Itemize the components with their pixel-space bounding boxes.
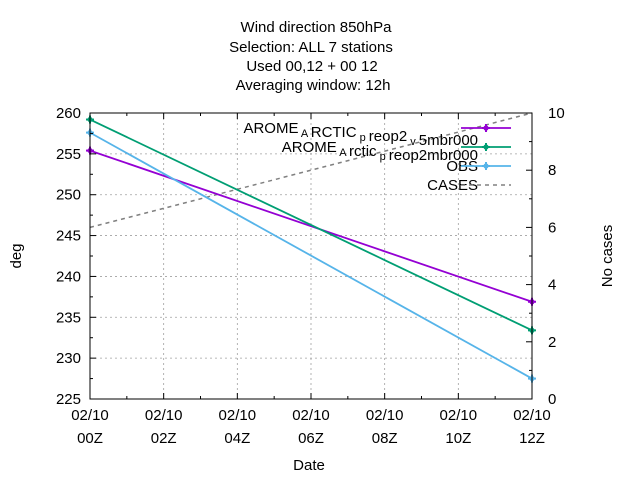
series-line-obs xyxy=(89,131,533,380)
y-tick-label: 230 xyxy=(56,350,81,367)
y2-tick-label: 4 xyxy=(548,277,556,294)
title-line-1: Wind direction 850hPa xyxy=(241,19,393,36)
x-tick-label-hour: 12Z xyxy=(519,430,545,447)
grid xyxy=(90,113,532,399)
x-tick-label-hour: 10Z xyxy=(445,430,471,447)
axis-ticks xyxy=(89,112,533,400)
x-tick-label-hour: 06Z xyxy=(298,430,324,447)
x-tick-label-hour: 08Z xyxy=(372,430,398,447)
y-tick-label: 235 xyxy=(56,309,81,326)
y-tick-label: 245 xyxy=(56,228,81,245)
x-tick-label-date: 02/10 xyxy=(292,407,330,424)
y2-axis-label: No cases xyxy=(599,225,616,288)
x-tick-label-date: 02/10 xyxy=(440,407,478,424)
y-tick-label: 255 xyxy=(56,146,81,163)
x-tick-label-date: 02/10 xyxy=(366,407,404,424)
y-tick-labels: 225 230 235 240 245 250 255 260 xyxy=(56,105,81,408)
series-line-arome-arctic-preop2-v5mbr000 xyxy=(89,149,533,303)
title-line-2: Selection: ALL 7 stations xyxy=(229,39,393,56)
y-tick-label: 240 xyxy=(56,268,81,285)
legend-label-arome-arctic-preop2mbr000: AROME A rctic p reop2mbr000 xyxy=(282,139,478,164)
y-axis-label: deg xyxy=(8,243,25,268)
x-tick-label-hour: 02Z xyxy=(151,430,177,447)
legend-label-arome-arctic-preop2-v5mbr000: AROME A RCTIC p reop2 v 5mbr000 xyxy=(243,120,478,149)
x-tick-labels: 02/10 00Z 02/10 02Z 02/10 04Z 02/10 06Z 02/10 08Z… xyxy=(71,407,551,447)
legend-label-cases: CASES xyxy=(427,177,478,194)
chart-title: Wind direction 850hPa Selection: ALL 7 s… xyxy=(229,19,393,94)
y2-tick-label: 6 xyxy=(548,219,556,236)
title-line-3: Used 00,12 + 00 12 xyxy=(246,58,377,75)
x-tick-label-date: 02/10 xyxy=(513,407,551,424)
legend-marker-obs xyxy=(482,162,490,170)
y-tick-label: 225 xyxy=(56,391,81,408)
x-tick-label-hour: 00Z xyxy=(77,430,103,447)
y-tick-label: 250 xyxy=(56,187,81,204)
x-tick-label-date: 02/10 xyxy=(145,407,183,424)
x-tick-label-date: 02/10 xyxy=(219,407,257,424)
y-tick-label: 260 xyxy=(56,105,81,122)
x-axis-label: Date xyxy=(293,457,325,474)
series-line-arome-arctic-preop2mbr000 xyxy=(89,118,533,332)
y2-tick-label: 0 xyxy=(548,391,556,408)
legend-marker-arome-arctic-preop2-v5mbr000 xyxy=(482,124,490,132)
y2-tick-label: 10 xyxy=(548,105,565,122)
x-tick-label-hour: 04Z xyxy=(224,430,250,447)
title-line-4: Averaging window: 12h xyxy=(236,77,391,94)
y2-tick-label: 8 xyxy=(548,162,556,179)
legend-marker-arome-arctic-preop2mbr000 xyxy=(482,143,490,151)
y2-tick-label: 2 xyxy=(548,334,556,351)
y2-tick-labels: 0 2 4 6 8 10 xyxy=(548,105,565,408)
x-tick-label-date: 02/10 xyxy=(71,407,109,424)
